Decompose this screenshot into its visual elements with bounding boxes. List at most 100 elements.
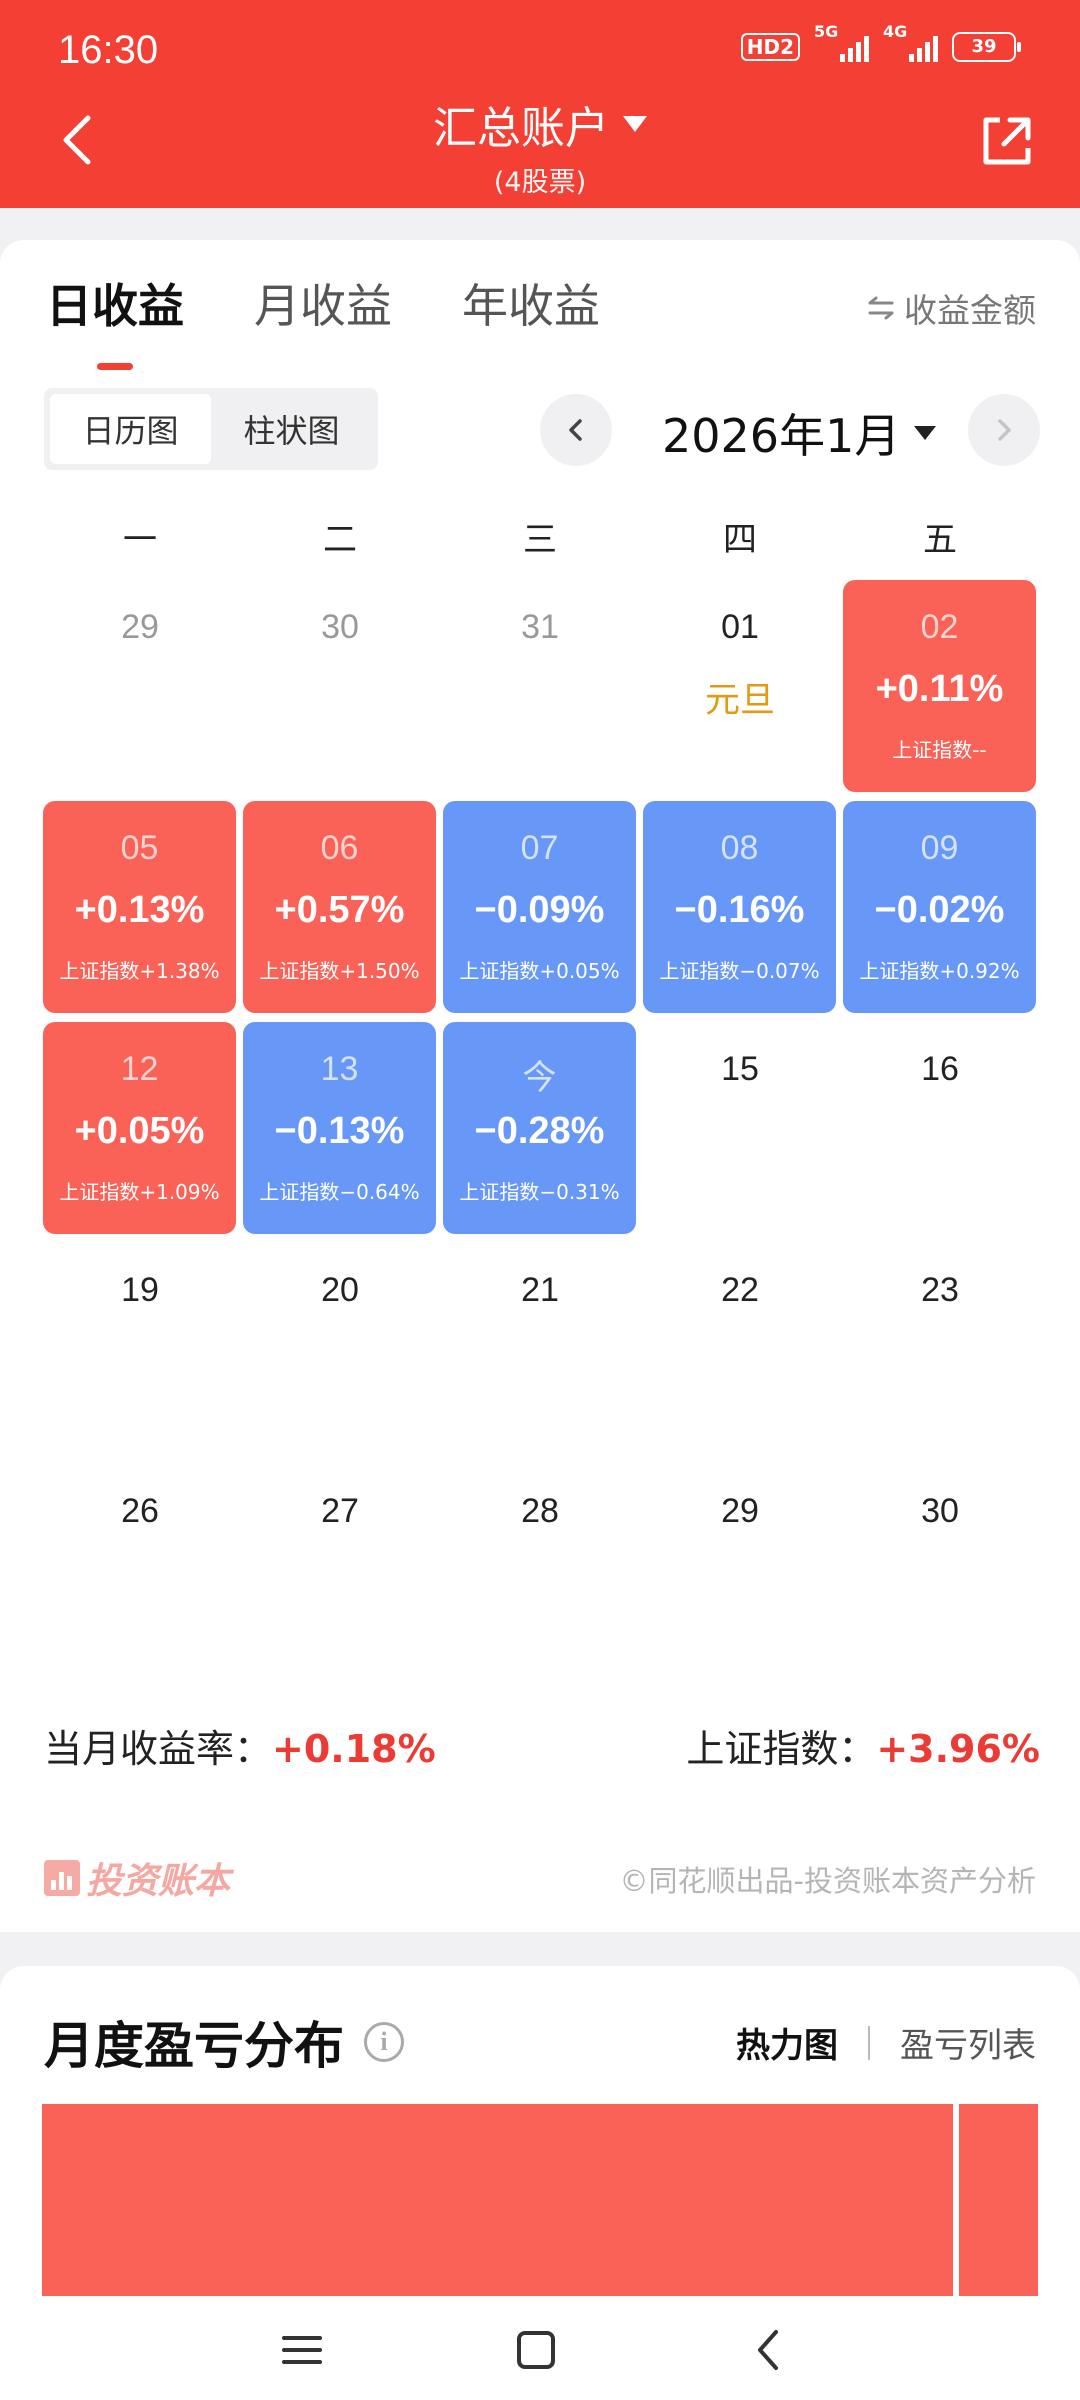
index-change-value: 上证指数−0.07% [659,959,820,983]
bar-view-button[interactable]: 柱状图 [243,412,340,450]
daily-return-value: +0.13% [74,889,205,931]
back-icon[interactable] [740,2322,800,2378]
section-title-text: 月度盈亏分布 [44,2017,344,2075]
calendar-day-cell[interactable]: 01 元旦 [640,580,840,801]
calendar-day-cell[interactable]: 09 −0.02% 上证指数+0.92% [840,801,1040,1022]
index-change-value: 上证指数+0.92% [859,959,1020,983]
daily-return-value: +0.57% [274,889,405,931]
gain-day-box[interactable]: 12 +0.05% 上证指数+1.09% [43,1022,236,1234]
menu-icon[interactable] [272,2322,332,2378]
calendar-day-cell[interactable]: 今 −0.28% 上证指数−0.31% [440,1022,640,1243]
daily-return-value: +0.11% [875,668,1004,710]
heatmap-block[interactable] [42,2104,953,2296]
calendar-day-cell[interactable]: 31 [440,580,640,801]
calendar-day-cell[interactable]: 15 [640,1022,840,1243]
calendar-view-button[interactable]: 日历图 [50,394,211,464]
gain-day-box[interactable]: 05 +0.13% 上证指数+1.38% [43,801,236,1013]
heatmap-view-button[interactable]: 热力图 [736,2026,838,2066]
info-icon[interactable]: i [364,2022,404,2062]
loss-day-box[interactable]: 08 −0.16% 上证指数−0.07% [643,801,836,1013]
calendar-day-cell[interactable]: 06 +0.57% 上证指数+1.50% [240,801,440,1022]
next-month-button[interactable] [968,394,1040,466]
calendar-day-cell[interactable]: 19 [40,1243,240,1464]
index-change-value: 上证指数+1.09% [59,1180,220,1204]
loss-day-box[interactable]: 今 −0.28% 上证指数−0.31% [443,1022,636,1234]
monthly-return: 当月收益率：+0.18% [44,1718,436,1773]
signal-4g-icon: 4G [883,22,938,62]
account-title-area[interactable]: 汇总账户 (4股票) [0,92,1080,199]
pnl-view-switch: 热力图 盈亏列表 [736,2018,1036,2067]
loss-day-box[interactable]: 07 −0.09% 上证指数+0.05% [443,801,636,1013]
daily-return-value: −0.13% [274,1110,405,1152]
index-change-value: 上证指数−0.64% [259,1180,420,1204]
day-number: 02 [920,608,959,646]
share-icon[interactable] [974,108,1040,174]
weekday-label: 五 [923,520,957,560]
calendar-day-cell[interactable]: 05 +0.13% 上证指数+1.38% [40,801,240,1022]
day-number: 13 [320,1050,359,1088]
day-number: 30 [921,1492,959,1530]
calendar-day-cell[interactable]: 22 [640,1243,840,1464]
tab-monthly[interactable]: 月收益 [254,279,392,333]
loss-day-box[interactable]: 13 −0.13% 上证指数−0.64% [243,1022,436,1234]
weekday-label: 三 [523,520,557,560]
calendar-day-cell[interactable]: 07 −0.09% 上证指数+0.05% [440,801,640,1022]
battery-icon: 39 [952,32,1021,62]
calendar-day-cell[interactable]: 26 [40,1464,240,1685]
calendar-day-cell[interactable]: 29 [40,580,240,801]
calendar-day-cell[interactable]: 08 −0.16% 上证指数−0.07% [640,801,840,1022]
pnl-list-view-button[interactable]: 盈亏列表 [900,2026,1036,2066]
amount-switch-label: 收益金额 [904,291,1036,330]
caret-down-icon [914,426,937,440]
calendar-day-cell[interactable]: 02 +0.11% 上证指数-- [840,580,1040,801]
day-number: 21 [521,1271,559,1309]
day-number: 29 [121,608,159,646]
calendar-day-cell[interactable]: 29 [640,1464,840,1685]
day-number: 01 [721,608,759,646]
back-arrow-icon[interactable] [48,104,108,174]
ledger-icon [44,1860,80,1896]
index-return: 上证指数：+3.96% [686,1718,1040,1773]
daily-return-value: −0.02% [874,889,1005,931]
tab-daily[interactable]: 日收益 [46,270,184,370]
calendar-day-cell[interactable]: 27 [240,1464,440,1685]
calendar-day-cell[interactable]: 28 [440,1464,640,1685]
month-navigator: 2026年1月 [540,394,1040,466]
gain-day-box[interactable]: 06 +0.57% 上证指数+1.50% [243,801,436,1013]
swap-icon [868,296,894,320]
daily-return-value: −0.28% [474,1110,605,1152]
hd-badge: HD2 [740,33,800,61]
day-number: 27 [321,1492,359,1530]
daily-return-value: −0.16% [674,889,805,931]
calendar-day-cell[interactable]: 30 [240,580,440,801]
calendar-day-cell[interactable]: 30 [840,1464,1040,1685]
heatmap-block[interactable] [959,2104,1038,2296]
calendar-day-cell[interactable]: 20 [240,1243,440,1464]
account-selector[interactable]: 汇总账户 [433,92,647,156]
day-number: 28 [521,1492,559,1530]
amount-switch-button[interactable]: 收益金额 [866,284,1036,332]
status-icons: HD2 5G 4G 39 [740,22,1021,62]
calendar-day-cell[interactable]: 13 −0.13% 上证指数−0.64% [240,1022,440,1243]
prev-month-button[interactable] [540,394,612,466]
calendar-day-cell[interactable]: 23 [840,1243,1040,1464]
daily-return-value: +0.05% [74,1110,205,1152]
tab-yearly[interactable]: 年收益 [462,279,600,333]
view-toggle: 日历图 柱状图 [44,388,378,470]
index-change-value: 上证指数+1.38% [59,959,220,983]
calendar-day-cell[interactable]: 16 [840,1022,1040,1243]
day-number: 29 [721,1492,759,1530]
home-icon[interactable] [506,2322,566,2378]
brand-logo: 投资账本 [44,1852,230,1904]
day-number: 15 [721,1050,759,1088]
day-number: 30 [321,608,359,646]
loss-day-box[interactable]: 09 −0.02% 上证指数+0.92% [843,801,1036,1013]
calendar-day-cell[interactable]: 21 [440,1243,640,1464]
page-title: 汇总账户 [433,103,609,154]
day-number: 06 [320,829,359,867]
day-number: 31 [521,608,559,646]
gain-day-box[interactable]: 02 +0.11% 上证指数-- [843,580,1036,792]
calendar-day-cell[interactable]: 12 +0.05% 上证指数+1.09% [40,1022,240,1243]
month-selector[interactable]: 2026年1月 [662,400,937,466]
index-return-value: +3.96% [876,1727,1040,1771]
